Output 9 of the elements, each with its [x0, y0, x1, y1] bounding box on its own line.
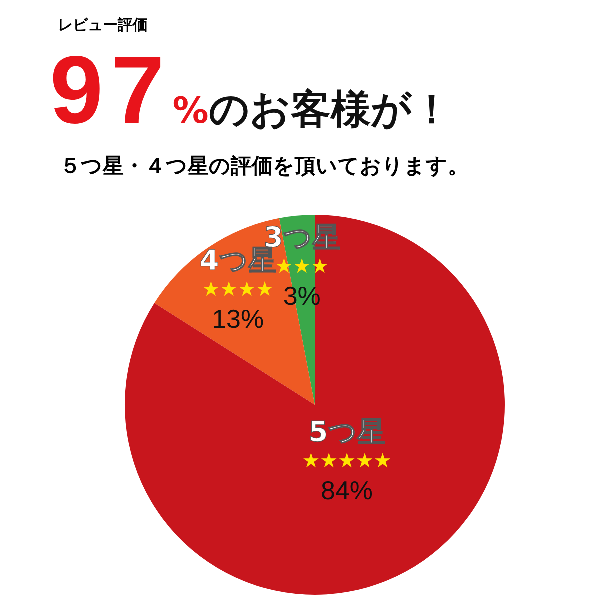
- chart-title: 97%のお客様が！: [50, 37, 452, 144]
- chart-subtitle: ５つ星・４つ星の評価を頂いております。: [60, 153, 469, 180]
- pie-slice: [125, 215, 505, 595]
- data-label: 84%: [321, 475, 374, 506]
- data-label: 13%: [212, 304, 264, 334]
- text: レビュー評価: [58, 16, 148, 35]
- stars-icon: ★★★★: [202, 276, 274, 301]
- slice-label: 5つ星: [308, 415, 386, 448]
- stars-icon: ★★★★★: [302, 448, 392, 472]
